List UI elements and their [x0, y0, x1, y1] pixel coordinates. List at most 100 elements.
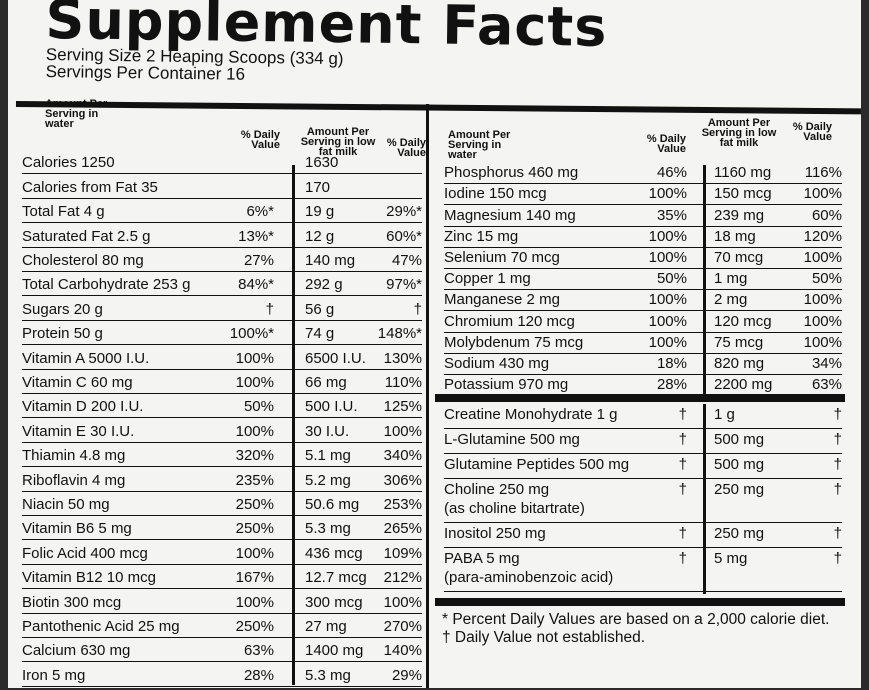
nutrient-name: Thiamin 4.8 mg	[22, 447, 126, 465]
nutrient-name: Sodium 430 mg	[444, 354, 550, 372]
nutrient-name: Vitamin D 200 I.U.	[22, 398, 144, 416]
right-header-dv: % Daily Value	[646, 133, 686, 155]
milk-amount: 436 mcg	[305, 544, 363, 562]
footnote-dagger: † Daily Value not established.	[442, 629, 646, 646]
milk-amount: 250 mg	[714, 525, 765, 542]
milk-daily-value: †	[833, 406, 842, 423]
milk-amount: 5.3 mg	[305, 520, 351, 538]
other-column-separator	[703, 404, 706, 594]
table-row: Niacin 50 mg 250% 50.6 mg 253%	[22, 492, 422, 516]
daily-value: 100%*	[229, 325, 274, 343]
milk-amount: 27 mg	[305, 617, 347, 635]
milk-daily-value: 130%	[383, 349, 422, 367]
nutrient-name: Biotin 300 mcg	[22, 593, 122, 611]
milk-amount: 250 mg	[714, 481, 765, 498]
table-row: Vitamin B6 5 mg 250% 5.3 mg 265%	[22, 516, 422, 541]
left-header-water: Amount Per Serving in water	[45, 98, 108, 130]
milk-daily-value: 110%	[384, 373, 422, 391]
nutrient-name: Sugars 20 g	[22, 300, 103, 318]
milk-daily-value: 100%	[383, 422, 422, 440]
table-row: Saturated Fat 2.5 g 13%* 12 g 60%*	[22, 223, 422, 248]
table-row: Folic Acid 400 mcg 100% 436 mcg 109%	[22, 540, 422, 565]
milk-amount: 6500 I.U.	[305, 349, 366, 367]
ingredient-name: Creatine Monohydrate 1 g	[444, 406, 618, 423]
table-row: Vitamin B12 10 mcg 167% 12.7 mcg 212%	[22, 565, 422, 590]
nutrient-name: Phosphorus 460 mg	[444, 164, 579, 182]
table-row: Iron 5 mg 28% 5.3 mg 29%	[22, 662, 422, 687]
milk-daily-value: 97%*	[386, 276, 422, 294]
milk-daily-value: 340%	[383, 447, 422, 465]
milk-daily-value: 120%	[803, 227, 842, 245]
milk-amount: 70 mcg	[714, 248, 764, 266]
nutrient-name: Vitamin A 5000 I.U.	[22, 349, 150, 367]
daily-value: 50%	[656, 270, 687, 288]
nutrient-name: Vitamin E 30 I.U.	[22, 422, 135, 440]
milk-amount: 75 mcg	[714, 333, 764, 351]
milk-amount: 820 mg	[714, 354, 765, 372]
milk-amount: 2 mg	[714, 291, 748, 309]
milk-amount: 5.1 mg	[305, 447, 351, 465]
milk-amount: 19 g	[305, 203, 335, 221]
table-row: L-Glutamine 500 mg † 500 mg †	[444, 429, 842, 454]
daily-value: 100%	[648, 185, 687, 203]
milk-daily-value: 100%	[803, 333, 842, 351]
table-row: Pantothenic Acid 25 mg 250% 27 mg 270%	[22, 614, 422, 638]
milk-daily-value: †	[413, 300, 422, 318]
table-row: Calcium 630 mg 63% 1400 mg 140%	[22, 638, 422, 663]
milk-amount: 120 mcg	[714, 312, 772, 330]
milk-daily-value: 29%	[391, 666, 422, 684]
table-row: Molybdenum 75 mcg 100% 75 mcg 100%	[444, 333, 842, 354]
table-row: Cholesterol 80 mg 27% 140 mg 47%	[22, 248, 422, 272]
nutrient-name: Pantothenic Acid 25 mg	[22, 617, 180, 635]
daily-value: †	[678, 481, 687, 498]
daily-value: 320%	[235, 447, 274, 465]
daily-value: 235%	[235, 471, 274, 489]
daily-value: 167%	[235, 569, 274, 587]
nutrient-name: Iodine 150 mcg	[444, 185, 547, 203]
milk-daily-value: 265%	[383, 520, 422, 538]
table-row: Sugars 20 g † 56 g †	[22, 296, 422, 321]
milk-amount: 1160 mg	[714, 164, 772, 182]
table-row: Vitamin D 200 I.U. 50% 500 I.U. 125%	[22, 394, 422, 419]
milk-amount: 30 I.U.	[305, 422, 350, 440]
nutrient-name: Saturated Fat 2.5 g	[22, 227, 151, 245]
table-row: Total Fat 4 g 6%* 19 g 29%*	[22, 199, 422, 224]
table-row: Calories 1250 1630	[22, 150, 422, 175]
milk-amount: 300 mcg	[305, 593, 363, 611]
daily-value: 100%	[648, 333, 687, 351]
ingredient-name: Glutamine Peptides 500 mg	[444, 456, 630, 473]
daily-value: 100%	[235, 373, 274, 391]
right-header-dv2: % Daily Value	[792, 121, 832, 143]
header-divider	[15, 101, 861, 115]
milk-daily-value: 148%*	[377, 325, 422, 343]
daily-value: 13%*	[238, 227, 274, 245]
milk-daily-value: 100%	[383, 593, 422, 611]
ingredient-subtext: (as choline bitartrate)	[444, 500, 585, 517]
milk-daily-value: 29%*	[386, 203, 422, 221]
table-row: Magnesium 140 mg 35% 239 mg 60%	[444, 205, 842, 227]
milk-amount: 500 mg	[714, 456, 765, 473]
nutrient-name: Calcium 630 mg	[22, 642, 131, 660]
milk-amount: 12 g	[305, 227, 335, 245]
serving-info: Serving Size 2 Heaping Scoops (334 g) Se…	[46, 45, 344, 84]
table-row: Creatine Monohydrate 1 g † 1 g †	[444, 404, 842, 429]
daily-value: 28%	[243, 666, 274, 684]
center-divider	[426, 104, 429, 688]
daily-value: 6%*	[246, 203, 274, 221]
table-row: Calories from Fat 35 170	[22, 174, 422, 199]
nutrient-name: Vitamin B6 5 mg	[22, 520, 132, 538]
table-row: Riboflavin 4 mg 235% 5.2 mg 306%	[22, 467, 422, 492]
milk-daily-value: 109%	[383, 544, 422, 562]
supplement-facts-label: Supplement Facts Serving Size 2 Heaping …	[8, 0, 861, 688]
milk-daily-value: †	[833, 525, 842, 542]
left-header-dv2: % Daily Value	[386, 137, 426, 159]
table-row: Inositol 250 mg † 250 mg †	[444, 523, 842, 548]
milk-daily-value: †	[833, 456, 842, 473]
table-row: Zinc 15 mg 100% 18 mg 120%	[444, 227, 842, 248]
milk-daily-value: 270%	[383, 617, 422, 635]
table-row: Biotin 300 mcg 100% 300 mcg 100%	[22, 589, 422, 614]
milk-amount: 140 mg	[305, 251, 356, 269]
nutrient-name: Magnesium 140 mg	[444, 206, 576, 224]
milk-amount: 500 mg	[714, 431, 765, 448]
daily-value: 28%	[656, 376, 687, 394]
